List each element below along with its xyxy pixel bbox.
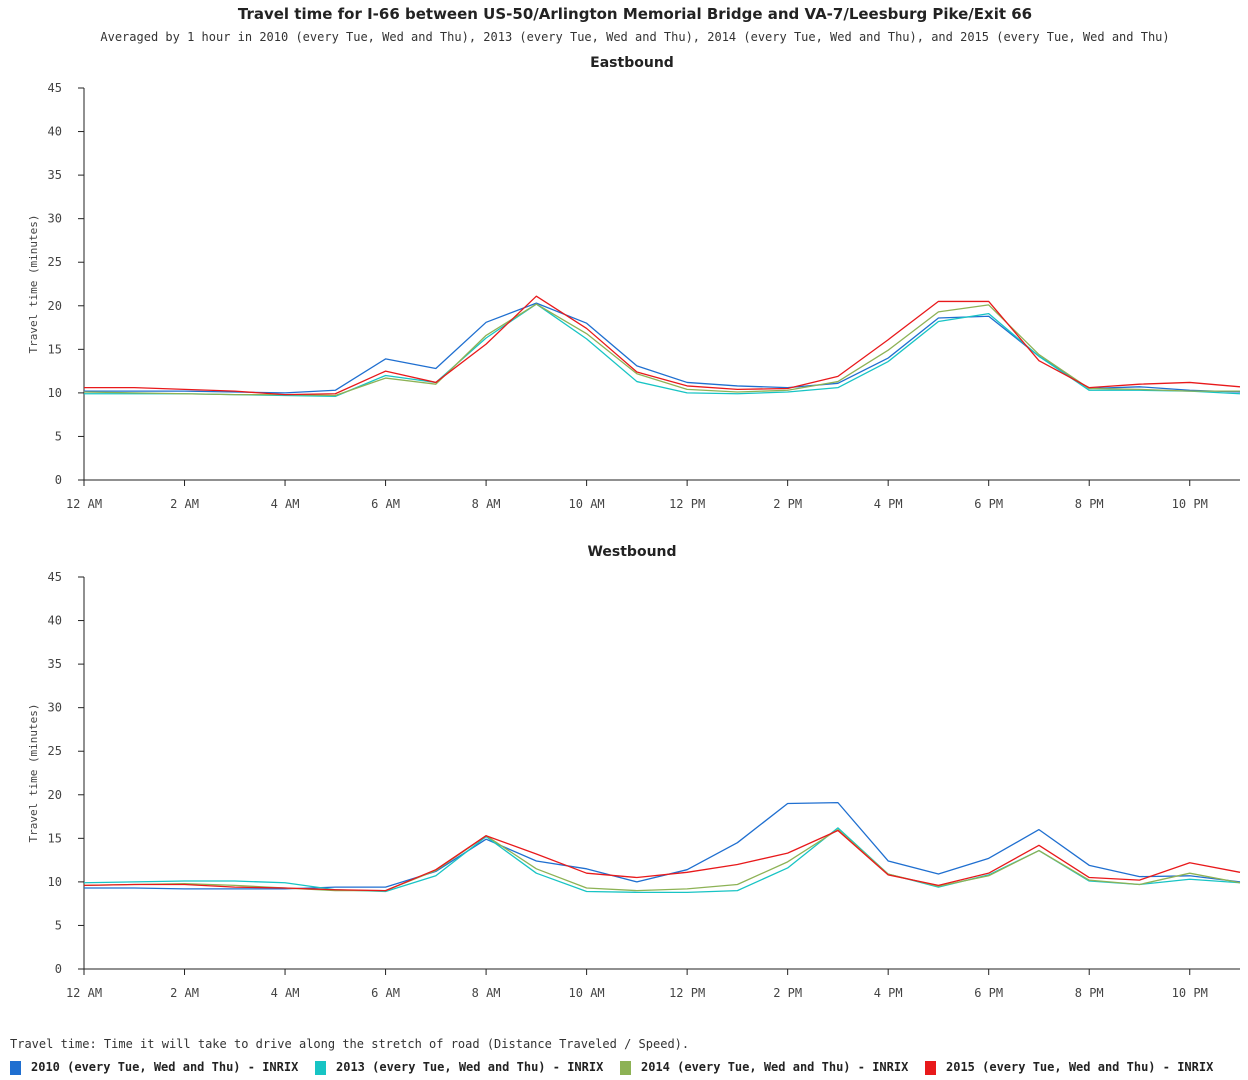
eastbound-y-tick-label-5: 5 xyxy=(55,429,62,443)
westbound-series-2013-line[interactable] xyxy=(83,827,1241,893)
westbound-series-2015-line[interactable] xyxy=(83,829,1241,892)
westbound-x-tick-label-6am: 6 AM xyxy=(371,986,400,1000)
westbound-y-tick-label-40: 40 xyxy=(48,614,62,628)
westbound-chart: Westbound Travel time (minutes) 0 5 10 15 20… xyxy=(27,544,1241,1000)
legend-label-2015: 2015 (every Tue, Wed and Thu) - INRIX xyxy=(946,1060,1214,1074)
legend-swatch-2014 xyxy=(620,1061,631,1075)
westbound-x-tick-label-10pm: 10 PM xyxy=(1172,986,1208,1000)
eastbound-y-tick-label-45: 45 xyxy=(48,81,62,95)
eastbound-x-tick-label-12am: 12 AM xyxy=(66,497,102,511)
westbound-y-tick-label-15: 15 xyxy=(48,831,62,845)
legend-swatch-2015 xyxy=(925,1061,936,1075)
westbound-y-tick-label-0: 0 xyxy=(55,962,62,976)
legend-swatch-2013 xyxy=(315,1061,326,1075)
westbound-x-tick-label-2pm: 2 PM xyxy=(773,986,802,1000)
westbound-x-tick-label-4am: 4 AM xyxy=(271,986,300,1000)
eastbound-chart: Eastbound Travel time (minutes) 0 5 10 15 20… xyxy=(27,55,1241,511)
eastbound-y-tick-label-15: 15 xyxy=(48,342,62,356)
westbound-y-tick-label-30: 30 xyxy=(48,701,62,715)
eastbound-x-tick-label-8pm: 8 PM xyxy=(1075,497,1104,511)
eastbound-y-tick-label-30: 30 xyxy=(48,212,62,226)
eastbound-x-tick-label-4pm: 4 PM xyxy=(874,497,903,511)
eastbound-x-tick-label-10pm: 10 PM xyxy=(1172,497,1208,511)
westbound-series-2010-line[interactable] xyxy=(84,801,1241,890)
westbound-x-tick-label-6pm: 6 PM xyxy=(974,986,1003,1000)
eastbound-x-tick-label-2pm: 2 PM xyxy=(773,497,802,511)
eastbound-y-tick-label-35: 35 xyxy=(48,168,62,182)
westbound-panel-title: Westbound xyxy=(587,544,676,560)
westbound-x-tick-label-2am: 2 AM xyxy=(170,986,199,1000)
westbound-x-tick-label-8am: 8 AM xyxy=(472,986,501,1000)
eastbound-series-2015-line[interactable] xyxy=(84,295,1241,396)
eastbound-x-tick-label-6am: 6 AM xyxy=(371,497,400,511)
westbound-y-tick-label-10: 10 xyxy=(48,875,62,889)
legend-label-2014: 2014 (every Tue, Wed and Thu) - INRIX xyxy=(641,1060,909,1074)
westbound-y-tick-label-5: 5 xyxy=(55,918,62,932)
legend-swatch-2010 xyxy=(10,1061,21,1075)
westbound-y-tick-label-25: 25 xyxy=(48,744,62,758)
eastbound-x-tick-label-4am: 4 AM xyxy=(271,497,300,511)
westbound-y-tick-label-35: 35 xyxy=(48,657,62,671)
westbound-x-tick-label-12pm: 12 PM xyxy=(669,986,705,1000)
westbound-y-tick-label-45: 45 xyxy=(48,570,62,584)
westbound-y-axis-label: Travel time (minutes) xyxy=(27,703,40,842)
eastbound-y-tick-label-40: 40 xyxy=(48,125,62,139)
westbound-x-tick-label-12am: 12 AM xyxy=(66,986,102,1000)
chart-subtitle: Averaged by 1 hour in 2010 (every Tue, W… xyxy=(100,30,1170,44)
eastbound-y-tick-label-25: 25 xyxy=(48,255,62,269)
eastbound-y-tick-label-10: 10 xyxy=(48,386,62,400)
eastbound-x-tick-label-10am: 10 AM xyxy=(569,497,605,511)
westbound-x-tick-label-10am: 10 AM xyxy=(569,986,605,1000)
footnote: Travel time: Time it will take to drive … xyxy=(10,1037,690,1051)
eastbound-x-tick-label-12pm: 12 PM xyxy=(669,497,705,511)
eastbound-panel-title: Eastbound xyxy=(590,55,674,71)
westbound-y-tick-label-20: 20 xyxy=(48,788,62,802)
eastbound-series-2014-line[interactable] xyxy=(83,303,1240,397)
chart-title: Travel time for I-66 between US-50/Arlin… xyxy=(237,5,1033,23)
eastbound-series-2013-line[interactable] xyxy=(84,303,1241,398)
eastbound-x-tick-label-8am: 8 AM xyxy=(472,497,501,511)
eastbound-x-tick-label-6pm: 6 PM xyxy=(974,497,1003,511)
westbound-x-tick-label-8pm: 8 PM xyxy=(1075,986,1104,1000)
eastbound-y-tick-label-20: 20 xyxy=(48,299,62,313)
westbound-x-tick-label-4pm: 4 PM xyxy=(874,986,903,1000)
legend-label-2010: 2010 (every Tue, Wed and Thu) - INRIX xyxy=(31,1060,299,1074)
eastbound-y-tick-label-0: 0 xyxy=(55,473,62,487)
legend-label-2013: 2013 (every Tue, Wed and Thu) - INRIX xyxy=(336,1060,604,1074)
eastbound-x-tick-label-2am: 2 AM xyxy=(170,497,199,511)
eastbound-y-axis-label: Travel time (minutes) xyxy=(27,214,40,353)
